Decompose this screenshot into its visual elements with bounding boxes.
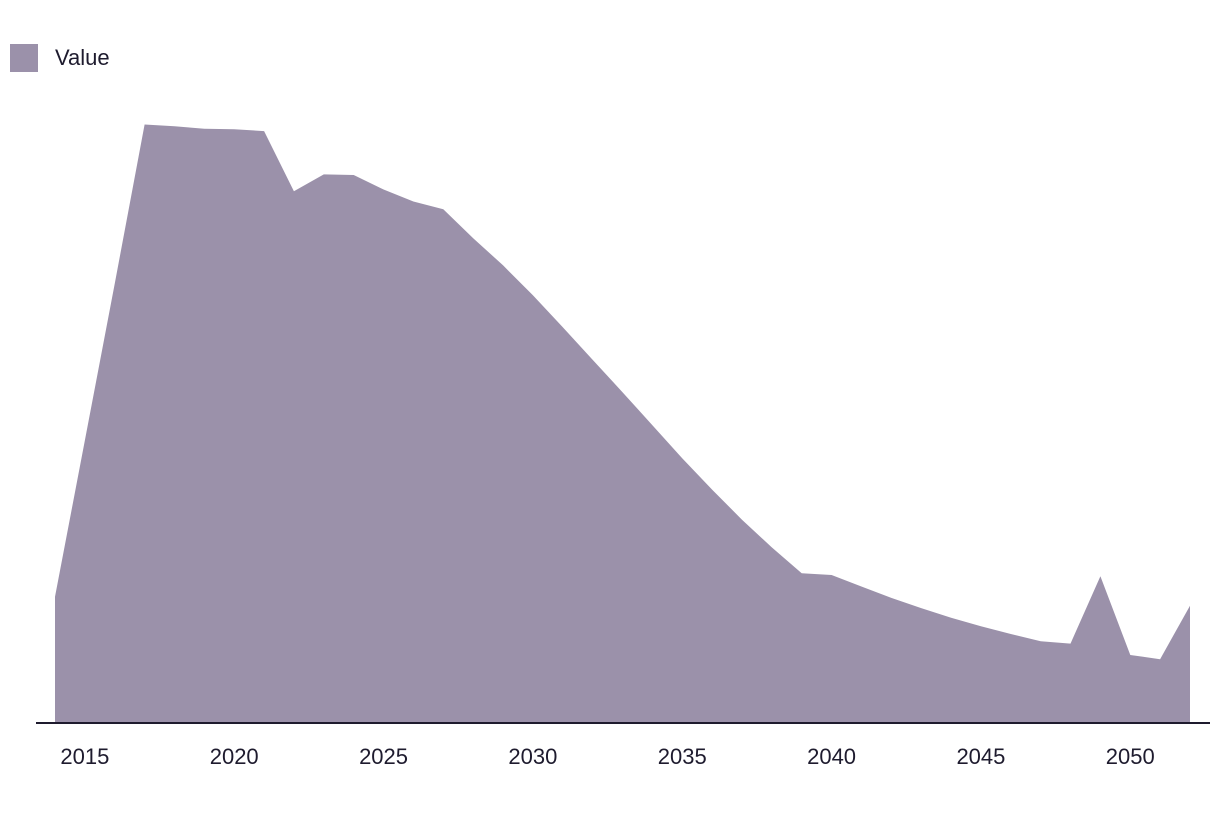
x-tick-label: 2035 (658, 744, 707, 769)
x-tick-label: 2050 (1106, 744, 1155, 769)
legend-swatch (10, 44, 38, 72)
x-tick-label: 2030 (508, 744, 557, 769)
x-tick-label: 2020 (210, 744, 259, 769)
area-layer (55, 124, 1190, 723)
x-tick-label: 2025 (359, 744, 408, 769)
x-tick-label: 2040 (807, 744, 856, 769)
legend: Value (10, 44, 110, 72)
x-tick-labels: 2015 2020 2025 2030 2035 2040 2045 2050 (60, 744, 1154, 769)
x-tick-label: 2015 (60, 744, 109, 769)
legend-label: Value (55, 45, 110, 70)
area-series-0 (55, 124, 1190, 723)
x-tick-label: 2045 (956, 744, 1005, 769)
